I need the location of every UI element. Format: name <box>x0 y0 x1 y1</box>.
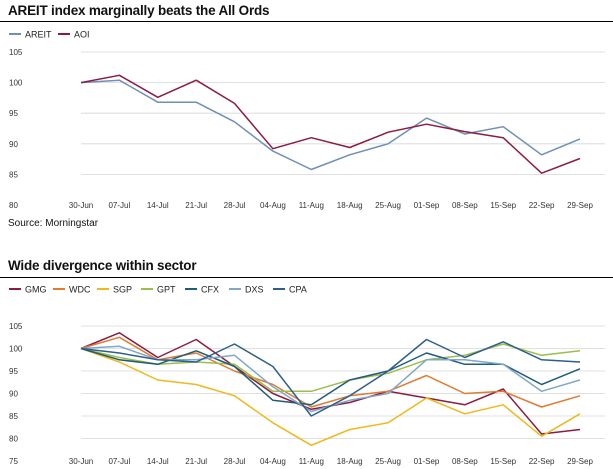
y-tick-label: 90 <box>9 140 18 149</box>
legend-label-sgp: SGP <box>113 285 132 295</box>
x-tick-label: 18-Aug <box>337 201 363 210</box>
x-tick-label: 01-Sep <box>414 201 440 210</box>
x-tick-label: 25-Aug <box>375 201 401 210</box>
y-tick-label: 85 <box>9 412 18 421</box>
legend-label-cpa: CPA <box>289 285 307 295</box>
x-tick-label: 21-Jul <box>185 457 207 466</box>
x-tick-label: 07-Jul <box>108 457 130 466</box>
x-tick-label: 28-Jul <box>224 457 246 466</box>
series-line-gpt <box>80 343 581 393</box>
legend-label-gmg: GMG <box>25 285 47 295</box>
legend-label-wdc: WDC <box>69 285 91 295</box>
chart-1-svg: 80 85 90 95 100 105 30-Jun 07-Jul 14-Jul 21-Jul 28… <box>9 30 605 210</box>
y-tick-label: 100 <box>9 345 23 354</box>
x-tick-label: 29-Sep <box>567 457 593 466</box>
series-line-areit <box>80 79 581 171</box>
legend-label-areit: AREIT <box>25 30 52 40</box>
y-tick-label: 90 <box>9 390 18 399</box>
x-tick-label: 18-Aug <box>337 457 363 466</box>
x-tick-label: 25-Aug <box>375 457 401 466</box>
x-tick-label: 15-Sep <box>490 457 516 466</box>
x-tick-label: 08-Sep <box>452 201 478 210</box>
y-tick-label: 80 <box>9 201 18 210</box>
x-tick-label: 11-Aug <box>299 457 324 466</box>
y-tick-label: 95 <box>9 109 18 118</box>
chart-2-title-rule <box>0 277 613 278</box>
chart-2-title: Wide divergence within sector <box>8 258 197 273</box>
x-tick-label: 14-Jul <box>147 201 169 210</box>
y-tick-label: 105 <box>9 48 23 57</box>
x-tick-label: 11-Aug <box>299 201 324 210</box>
x-tick-label: 29-Sep <box>567 201 593 210</box>
x-tick-label: 04-Aug <box>260 201 286 210</box>
y-tick-label: 85 <box>9 170 18 179</box>
legend-label-gpt: GPT <box>157 285 176 295</box>
x-tick-label: 22-Sep <box>529 457 555 466</box>
series-line-cpa <box>80 338 581 417</box>
chart-1-title-rule <box>0 21 613 22</box>
x-tick-label: 21-Jul <box>185 201 207 210</box>
x-tick-label: 04-Aug <box>260 457 286 466</box>
y-tick-label: 95 <box>9 367 18 376</box>
x-tick-label: 14-Jul <box>147 457 169 466</box>
chart-2-svg: 75 80 85 90 95 100 105 30-Jun 07-Jul 14-Jul 21-Jul… <box>9 285 605 466</box>
x-tick-label: 30-Jun <box>69 457 93 466</box>
x-tick-label: 28-Jul <box>224 201 246 210</box>
y-tick-label: 100 <box>9 79 23 88</box>
series-line-sgp <box>80 347 581 447</box>
x-tick-label: 30-Jun <box>69 201 93 210</box>
x-tick-label: 15-Sep <box>490 201 516 210</box>
legend-label-dxs: DXS <box>245 285 264 295</box>
x-tick-label: 07-Jul <box>108 201 130 210</box>
y-tick-label: 105 <box>9 322 23 331</box>
legend-label-cfx: CFX <box>201 285 219 295</box>
y-tick-label: 75 <box>9 457 18 466</box>
x-tick-label: 01-Sep <box>414 457 440 466</box>
y-tick-label: 80 <box>9 435 18 444</box>
chart-1-title: AREIT index marginally beats the All Ord… <box>8 3 270 18</box>
series-line-gmg <box>80 332 581 435</box>
x-tick-label: 22-Sep <box>529 201 555 210</box>
legend-label-aoi: AOI <box>74 30 90 40</box>
x-tick-label: 08-Sep <box>452 457 478 466</box>
series-line-aoi <box>80 74 581 174</box>
series-line-wdc <box>80 336 581 408</box>
source-note: Source: Morningstar <box>8 218 99 229</box>
